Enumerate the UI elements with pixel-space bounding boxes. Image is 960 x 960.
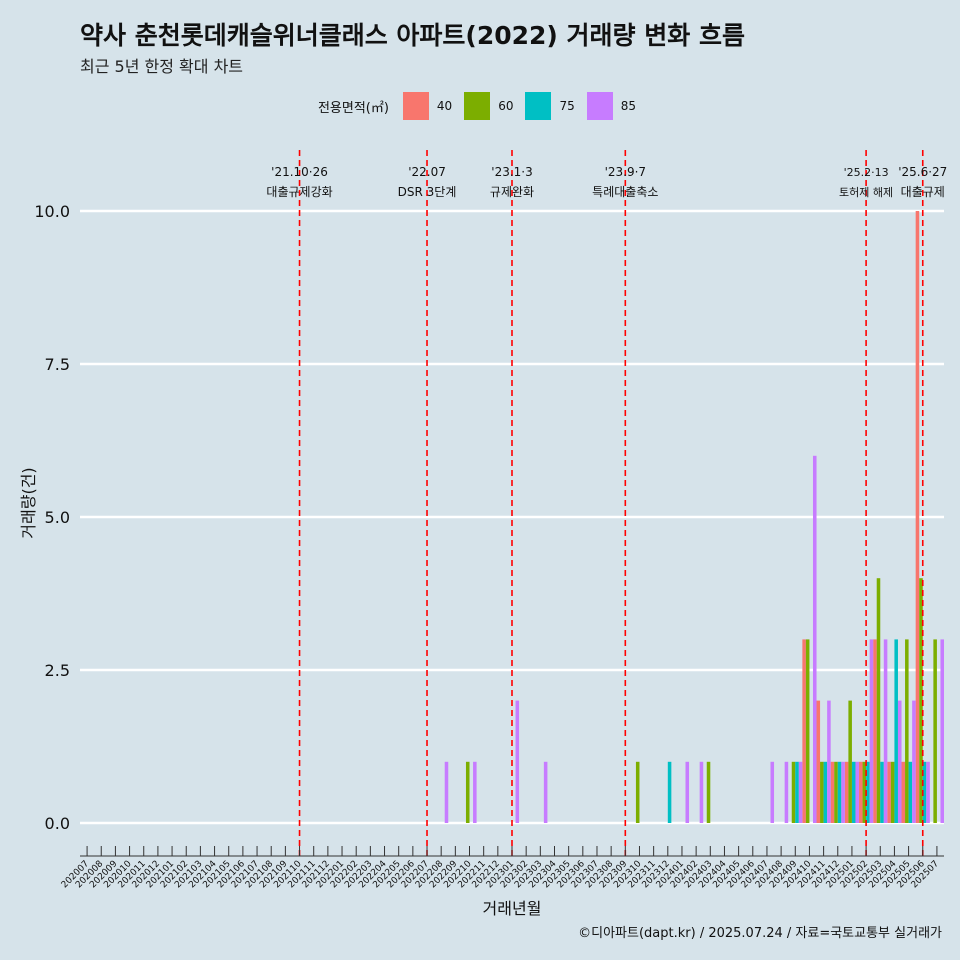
bar-60-202505	[905, 639, 909, 823]
legend-label: 75	[559, 99, 575, 113]
bar-60-202210	[465, 761, 470, 823]
legend-label: 40	[436, 99, 453, 113]
legend-title: 전용면적(㎡)	[317, 100, 389, 116]
legend-swatch	[586, 92, 613, 120]
bar-85-202407	[770, 761, 775, 823]
y-tick-label: 7.5	[45, 355, 70, 374]
bar-75-202505	[908, 761, 913, 823]
bar-60-202403	[706, 761, 711, 823]
bar-85-202505	[912, 700, 916, 823]
y-tick-label: 10.0	[34, 202, 70, 221]
y-axis-title: 거래량(건)	[19, 467, 38, 538]
bar-40-202506	[915, 211, 920, 823]
event-name-label: 특례대출축소	[592, 185, 658, 199]
bar-85-202501	[855, 761, 860, 823]
bar-85-202411	[827, 700, 831, 823]
event-date-label: '25.6·27	[898, 165, 947, 179]
y-tick-label: 2.5	[45, 661, 70, 680]
bar-85-202503	[883, 639, 888, 823]
event-date-label: '21.10·26	[271, 165, 328, 179]
bar-75-202503	[880, 761, 884, 823]
y-tick-label: 0.0	[45, 814, 70, 833]
bar-75-202502	[866, 761, 870, 823]
bar-40-202410	[802, 639, 806, 823]
source-caption: ©디아파트(dapt.kr) / 2025.07.24 / 자료=국토교통부 실…	[578, 926, 942, 941]
bar-60-202501	[848, 700, 852, 823]
legend-swatch	[402, 92, 429, 120]
chart-subtitle: 최근 5년 한정 확대 차트	[80, 57, 244, 76]
bar-85-202408	[784, 761, 789, 823]
bar-75-202504	[894, 639, 898, 823]
event-date-label: '25.2·13	[844, 166, 889, 179]
legend-label: 85	[620, 99, 637, 113]
bar-75-202312	[667, 761, 672, 823]
bar-40-202505	[901, 761, 906, 823]
bar-85-202210	[473, 761, 477, 823]
bar-85-202504	[897, 700, 902, 823]
bar-60-202411	[820, 761, 824, 823]
bar-85-202506	[926, 761, 930, 823]
event-name-label: 대출규제	[901, 185, 945, 199]
bar-85-202410	[812, 455, 817, 823]
bar-85-202303	[543, 761, 548, 823]
bar-40-202411	[816, 700, 821, 823]
bar-75-202411	[823, 761, 828, 823]
bar-60-202310	[635, 761, 640, 823]
bar-60-202410	[805, 639, 810, 823]
bar-60-202503	[876, 578, 881, 823]
bar-85-202412	[841, 761, 845, 823]
bar-40-202504	[887, 761, 891, 823]
bar-85-202402	[699, 761, 704, 823]
bar-60-202502	[862, 761, 867, 823]
event-name-label: 대출규제강화	[266, 185, 332, 199]
legend-item-85: 85	[586, 92, 642, 120]
bar-85-202401	[685, 761, 690, 823]
event-name-label: 토허제 해제	[839, 185, 893, 199]
bar-60-202507	[933, 639, 937, 823]
legend-label: 60	[498, 99, 514, 113]
y-tick-label: 5.0	[45, 508, 70, 527]
bar-85-202409	[798, 761, 803, 823]
event-date-label: '23.9·7	[605, 165, 646, 179]
legend-swatch	[525, 92, 552, 120]
chart-title: 약사 춘천롯데캐슬위너클래스 아파트(2022) 거래량 변화 흐름	[80, 21, 745, 50]
bar-60-202504	[890, 761, 895, 823]
legend-item-40: 40	[402, 92, 458, 120]
legend-item-60: 60	[464, 92, 519, 120]
bar-40-202412	[830, 761, 835, 823]
bar-60-202412	[834, 761, 838, 823]
bar-40-202502	[859, 761, 863, 823]
legend: 전용면적(㎡) 40 60 75 85	[0, 92, 960, 120]
bar-40-202501	[844, 761, 849, 823]
bar-85-202208	[444, 761, 449, 823]
bar-40-202503	[873, 639, 877, 823]
bar-75-202501	[851, 761, 856, 823]
bar-85-202502	[869, 639, 874, 823]
bar-75-202409	[795, 761, 799, 823]
event-date-label: '23.1·3	[491, 165, 532, 179]
bar-85-202507	[940, 639, 944, 823]
bar-75-202412	[837, 761, 842, 823]
x-axis-title: 거래년월	[483, 899, 542, 918]
bar-60-202409	[791, 761, 796, 823]
bar-85-202301	[515, 700, 520, 823]
event-date-label: '22.07	[408, 165, 446, 179]
event-name-label: DSR 3단계	[398, 185, 457, 199]
bar-60-202506	[919, 578, 923, 823]
legend-item-75: 75	[525, 92, 580, 120]
bar-75-202506	[922, 761, 927, 823]
event-name-label: 규제완화	[490, 185, 534, 199]
legend-swatch	[464, 92, 491, 120]
